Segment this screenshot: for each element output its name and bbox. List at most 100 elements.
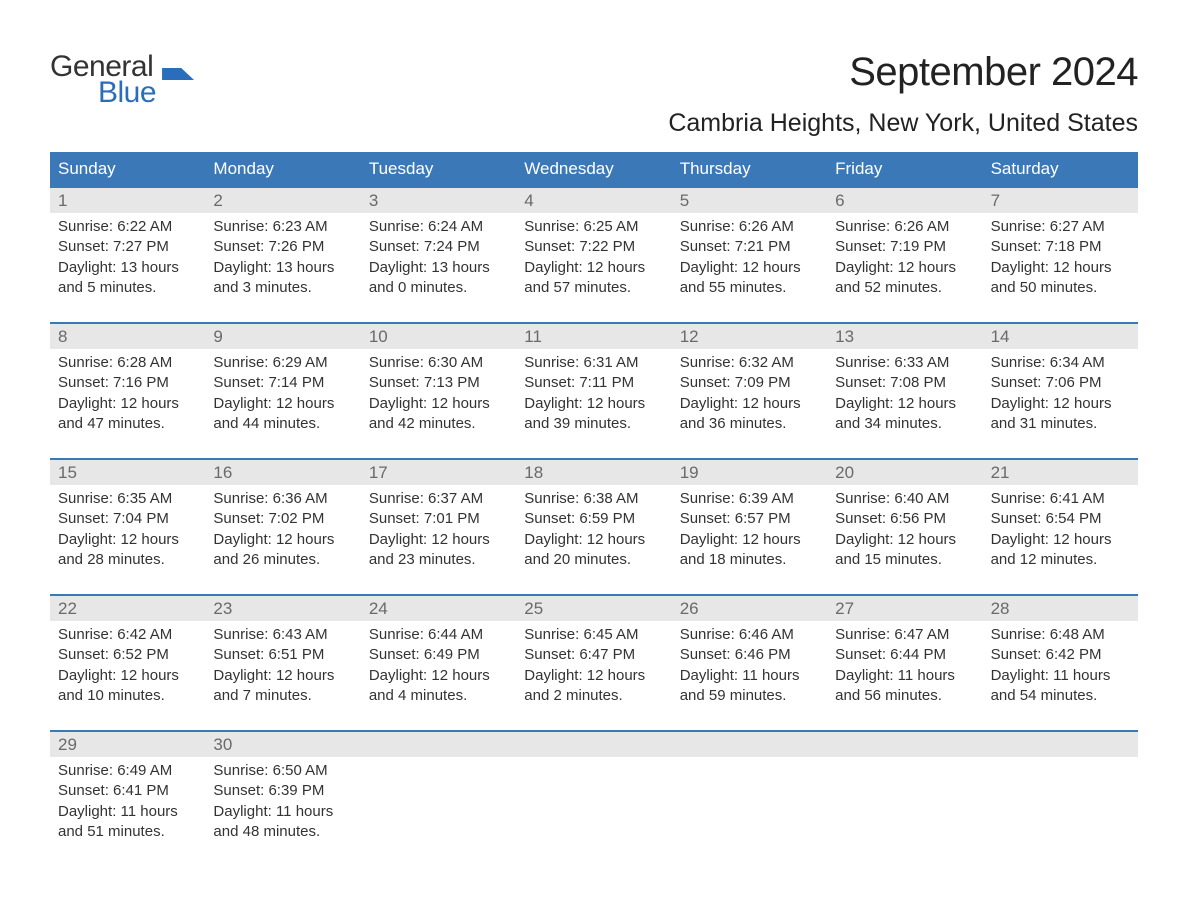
day-number: 3 — [369, 191, 378, 210]
day-number-bar: 30 — [205, 732, 360, 757]
sunset-text: Sunset: 6:52 PM — [58, 645, 197, 665]
day-cell: 16Sunrise: 6:36 AMSunset: 7:02 PMDayligh… — [205, 460, 360, 578]
daylight-text: Daylight: 11 hours and 59 minutes. — [680, 666, 819, 707]
sunrise-text: Sunrise: 6:30 AM — [369, 353, 508, 373]
day-number-bar: 17 — [361, 460, 516, 485]
day-cell: 12Sunrise: 6:32 AMSunset: 7:09 PMDayligh… — [672, 324, 827, 442]
sunrise-text: Sunrise: 6:43 AM — [213, 625, 352, 645]
day-number: 10 — [369, 327, 388, 346]
daylight-text: Daylight: 12 hours and 23 minutes. — [369, 530, 508, 571]
daylight-text: Daylight: 12 hours and 55 minutes. — [680, 258, 819, 299]
day-body: Sunrise: 6:35 AMSunset: 7:04 PMDaylight:… — [50, 485, 205, 570]
day-cell: 11Sunrise: 6:31 AMSunset: 7:11 PMDayligh… — [516, 324, 671, 442]
day-number: 27 — [835, 599, 854, 618]
sunset-text: Sunset: 6:49 PM — [369, 645, 508, 665]
day-number-bar: 20 — [827, 460, 982, 485]
sunrise-text: Sunrise: 6:49 AM — [58, 761, 197, 781]
day-cell: 10 Sunrise: 6:30 AMSunset: 7:13 PMDayligh… — [361, 324, 516, 442]
day-number-bar: 7 — [983, 188, 1138, 213]
day-number: 23 — [213, 599, 232, 618]
day-body: Sunrise: 6:33 AMSunset: 7:08 PMDaylight:… — [827, 349, 982, 434]
sunset-text: Sunset: 7:08 PM — [835, 373, 974, 393]
sunset-text: Sunset: 7:16 PM — [58, 373, 197, 393]
sunset-text: Sunset: 7:02 PM — [213, 509, 352, 529]
daylight-text: Daylight: 12 hours and 39 minutes. — [524, 394, 663, 435]
daylight-text: Daylight: 12 hours and 42 minutes. — [369, 394, 508, 435]
sunrise-text: Sunrise: 6:36 AM — [213, 489, 352, 509]
calendar: SundayMondayTuesdayWednesdayThursdayFrid… — [50, 152, 1138, 850]
day-number-bar: 5 — [672, 188, 827, 213]
day-cell: 4Sunrise: 6:25 AMSunset: 7:22 PMDaylight… — [516, 188, 671, 306]
day-body: Sunrise: 6:42 AMSunset: 6:52 PMDaylight:… — [50, 621, 205, 706]
sunrise-text: Sunrise: 6:31 AM — [524, 353, 663, 373]
day-number: 19 — [680, 463, 699, 482]
sunrise-text: Sunrise: 6:27 AM — [991, 217, 1130, 237]
day-number-bar: 23 — [205, 596, 360, 621]
day-number-bar: 16 — [205, 460, 360, 485]
sunset-text: Sunset: 6:44 PM — [835, 645, 974, 665]
day-number: 13 — [835, 327, 854, 346]
logo-text-2: Blue — [98, 76, 156, 110]
dow-cell: Saturday — [983, 152, 1138, 186]
day-number-bar: 14 — [983, 324, 1138, 349]
day-number: 6 — [835, 191, 844, 210]
daylight-text: Daylight: 12 hours and 18 minutes. — [680, 530, 819, 571]
day-cell: 30Sunrise: 6:50 AMSunset: 6:39 PMDayligh… — [205, 732, 360, 850]
sunset-text: Sunset: 6:51 PM — [213, 645, 352, 665]
sunset-text: Sunset: 6:57 PM — [680, 509, 819, 529]
week-row: 29Sunrise: 6:49 AMSunset: 6:41 PMDayligh… — [50, 730, 1138, 850]
sunrise-text: Sunrise: 6:29 AM — [213, 353, 352, 373]
day-body: Sunrise: 6:24 AMSunset: 7:24 PMDaylight:… — [361, 213, 516, 298]
day-body: Sunrise: 6:40 AMSunset: 6:56 PMDaylight:… — [827, 485, 982, 570]
day-body: Sunrise: 6:41 AMSunset: 6:54 PMDaylight:… — [983, 485, 1138, 570]
sunrise-text: Sunrise: 6:22 AM — [58, 217, 197, 237]
day-number: 20 — [835, 463, 854, 482]
day-number: 29 — [58, 735, 77, 754]
sunset-text: Sunset: 7:22 PM — [524, 237, 663, 257]
sunset-text: Sunset: 7:21 PM — [680, 237, 819, 257]
sunset-text: Sunset: 7:19 PM — [835, 237, 974, 257]
daylight-text: Daylight: 12 hours and 15 minutes. — [835, 530, 974, 571]
daylight-text: Daylight: 11 hours and 56 minutes. — [835, 666, 974, 707]
day-body: Sunrise: 6:30 AMSunset: 7:13 PMDaylight:… — [361, 349, 516, 434]
title-block: September 2024 Cambria Heights, New York… — [668, 50, 1138, 138]
day-cell: 29Sunrise: 6:49 AMSunset: 6:41 PMDayligh… — [50, 732, 205, 850]
sunrise-text: Sunrise: 6:34 AM — [991, 353, 1130, 373]
sunrise-text: Sunrise: 6:41 AM — [991, 489, 1130, 509]
sunrise-text: Sunrise: 6:32 AM — [680, 353, 819, 373]
daylight-text: Daylight: 13 hours and 0 minutes. — [369, 258, 508, 299]
day-cell: . — [672, 732, 827, 850]
day-number-bar: . — [516, 732, 671, 757]
day-number: 17 — [369, 463, 388, 482]
day-number: 25 — [524, 599, 543, 618]
day-number-bar: 15 — [50, 460, 205, 485]
sunset-text: Sunset: 6:59 PM — [524, 509, 663, 529]
sunset-text: Sunset: 6:41 PM — [58, 781, 197, 801]
day-body: Sunrise: 6:46 AMSunset: 6:46 PMDaylight:… — [672, 621, 827, 706]
day-cell: 26Sunrise: 6:46 AMSunset: 6:46 PMDayligh… — [672, 596, 827, 714]
day-cell: 14Sunrise: 6:34 AMSunset: 7:06 PMDayligh… — [983, 324, 1138, 442]
sunrise-text: Sunrise: 6:39 AM — [680, 489, 819, 509]
daylight-text: Daylight: 11 hours and 54 minutes. — [991, 666, 1130, 707]
day-number: 16 — [213, 463, 232, 482]
daylight-text: Daylight: 12 hours and 31 minutes. — [991, 394, 1130, 435]
day-cell: 20 Sunrise: 6:40 AMSunset: 6:56 PMDayligh… — [827, 460, 982, 578]
day-number-bar: 9 — [205, 324, 360, 349]
day-number-bar: . — [672, 732, 827, 757]
day-number-bar: 28 — [983, 596, 1138, 621]
location: Cambria Heights, New York, United States — [668, 109, 1138, 138]
day-cell: 5Sunrise: 6:26 AMSunset: 7:21 PMDaylight… — [672, 188, 827, 306]
month-title: September 2024 — [668, 50, 1138, 95]
sunset-text: Sunset: 7:27 PM — [58, 237, 197, 257]
day-cell: . — [516, 732, 671, 850]
sunrise-text: Sunrise: 6:33 AM — [835, 353, 974, 373]
day-body: Sunrise: 6:48 AMSunset: 6:42 PMDaylight:… — [983, 621, 1138, 706]
header: General Blue September 2024 Cambria Heig… — [50, 50, 1138, 138]
day-body: Sunrise: 6:23 AMSunset: 7:26 PMDaylight:… — [205, 213, 360, 298]
sunset-text: Sunset: 7:01 PM — [369, 509, 508, 529]
day-number-bar: 26 — [672, 596, 827, 621]
day-body: Sunrise: 6:39 AMSunset: 6:57 PMDaylight:… — [672, 485, 827, 570]
day-body: Sunrise: 6:25 AMSunset: 7:22 PMDaylight:… — [516, 213, 671, 298]
logo-icon — [162, 60, 194, 80]
sunrise-text: Sunrise: 6:23 AM — [213, 217, 352, 237]
